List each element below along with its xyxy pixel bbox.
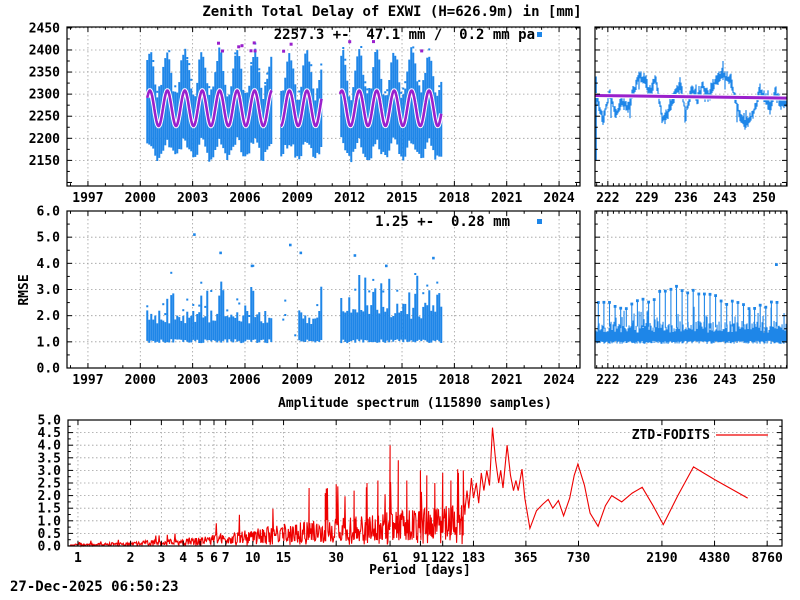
ztd-panel-title: Zenith Total Delay of EXWI (H=626.9m) in…	[202, 4, 582, 20]
svg-text:2018: 2018	[439, 191, 470, 206]
svg-text:1.0: 1.0	[37, 335, 61, 350]
svg-text:30: 30	[328, 551, 344, 566]
panel-ztd-day-of-year: 222 229 236 243 250	[594, 26, 788, 206]
svg-text:229: 229	[635, 373, 658, 388]
svg-text:4: 4	[179, 551, 187, 566]
svg-text:5: 5	[196, 551, 204, 566]
svg-text:236: 236	[674, 191, 698, 206]
svg-text:250: 250	[752, 373, 776, 388]
svg-text:2.0: 2.0	[37, 309, 61, 324]
svg-text:15: 15	[276, 551, 292, 566]
svg-text:222: 222	[596, 191, 619, 206]
svg-text:1997: 1997	[72, 191, 103, 206]
svg-text:229: 229	[635, 191, 658, 206]
svg-text:4.5: 4.5	[38, 426, 61, 441]
svg-text:2006: 2006	[229, 373, 260, 388]
svg-text:2.0: 2.0	[38, 489, 62, 504]
svg-text:730: 730	[567, 551, 591, 566]
svg-text:1.0: 1.0	[38, 514, 62, 529]
panel-ztd-timeseries: 1997 2000 2003 2006 2009 2012 2015 2018 2021 2024…	[29, 21, 581, 206]
rmse-stats-annotation: 1.25 +- 0.28 mm	[375, 214, 510, 230]
svg-text:61: 61	[382, 551, 398, 566]
svg-text:365: 365	[514, 551, 537, 566]
svg-text:7: 7	[222, 551, 230, 566]
svg-text:2300: 2300	[29, 88, 60, 103]
svg-text:1997: 1997	[72, 373, 103, 388]
svg-text:2003: 2003	[177, 373, 208, 388]
panel-rmse-day-of-year: 222 229 236 243 250	[594, 210, 788, 388]
svg-text:2450: 2450	[29, 21, 60, 36]
svg-text:4.0: 4.0	[38, 439, 62, 454]
svg-text:2350: 2350	[29, 66, 60, 81]
panel-amplitude-spectrum: 1 2 3 4 5 6 7 10 15 30 61 91 122 183 365 730 2190 4380 876…	[38, 414, 783, 567]
svg-text:6.0: 6.0	[37, 205, 61, 220]
svg-text:5.0: 5.0	[38, 414, 62, 429]
svg-text:2250: 2250	[29, 110, 60, 125]
svg-text:183: 183	[462, 551, 485, 566]
rmse-axis-label: RMSE	[17, 274, 32, 306]
svg-text:8760: 8760	[752, 551, 783, 566]
svg-text:0.5: 0.5	[38, 527, 61, 542]
timestamp: 27-Dec-2025 06:50:23	[10, 579, 179, 595]
svg-text:2003: 2003	[177, 191, 208, 206]
svg-text:1: 1	[74, 551, 82, 566]
svg-text:2009: 2009	[282, 191, 313, 206]
ztd-legend-marker-icon	[537, 32, 542, 37]
ztd-stats-annotation: 2257.3 +- 47.1 mm / 0.2 mm pa	[273, 27, 535, 43]
svg-text:2190: 2190	[646, 551, 677, 566]
svg-text:2: 2	[127, 551, 135, 566]
svg-text:2012: 2012	[334, 191, 365, 206]
svg-text:243: 243	[713, 373, 736, 388]
svg-text:3.0: 3.0	[38, 464, 62, 479]
svg-text:2000: 2000	[125, 373, 156, 388]
svg-text:243: 243	[713, 191, 736, 206]
svg-text:0.0: 0.0	[38, 540, 62, 555]
svg-text:6: 6	[210, 551, 218, 566]
spectrum-xaxis-label: Period [days]	[369, 563, 471, 578]
svg-text:2015: 2015	[386, 373, 417, 388]
svg-text:4380: 4380	[699, 551, 730, 566]
spectrum-title: Amplitude spectrum (115890 samples)	[278, 396, 552, 411]
svg-text:3: 3	[157, 551, 165, 566]
svg-text:2400: 2400	[29, 43, 60, 58]
svg-text:2009: 2009	[282, 373, 313, 388]
svg-text:2200: 2200	[29, 132, 60, 147]
rmse-legend-marker-icon	[537, 219, 542, 224]
spectrum-legend-label: ZTD-FODITS	[631, 428, 710, 443]
svg-text:0.0: 0.0	[37, 362, 61, 377]
svg-text:2012: 2012	[334, 373, 365, 388]
svg-text:2018: 2018	[439, 373, 470, 388]
svg-text:91: 91	[413, 551, 429, 566]
svg-text:236: 236	[674, 373, 698, 388]
svg-text:10: 10	[245, 551, 261, 566]
svg-text:250: 250	[752, 191, 776, 206]
svg-text:4.0: 4.0	[37, 257, 61, 272]
svg-text:222: 222	[596, 373, 619, 388]
svg-text:2021: 2021	[491, 373, 522, 388]
svg-text:2006: 2006	[229, 191, 260, 206]
panel-rmse-timeseries: 1997 2000 2003 2006 2009 2012 2015 2018 2021 2024…	[37, 205, 581, 388]
svg-text:3.5: 3.5	[38, 451, 61, 466]
svg-text:2024: 2024	[543, 373, 574, 388]
svg-text:2.5: 2.5	[38, 477, 61, 492]
svg-text:2021: 2021	[491, 191, 522, 206]
svg-text:3.0: 3.0	[37, 283, 61, 298]
svg-text:2015: 2015	[386, 191, 417, 206]
svg-text:2024: 2024	[543, 191, 574, 206]
svg-text:5.0: 5.0	[37, 231, 61, 246]
svg-text:2000: 2000	[125, 191, 156, 206]
svg-text:1.5: 1.5	[38, 502, 61, 517]
svg-text:122: 122	[431, 551, 454, 566]
svg-text:2150: 2150	[29, 154, 60, 169]
